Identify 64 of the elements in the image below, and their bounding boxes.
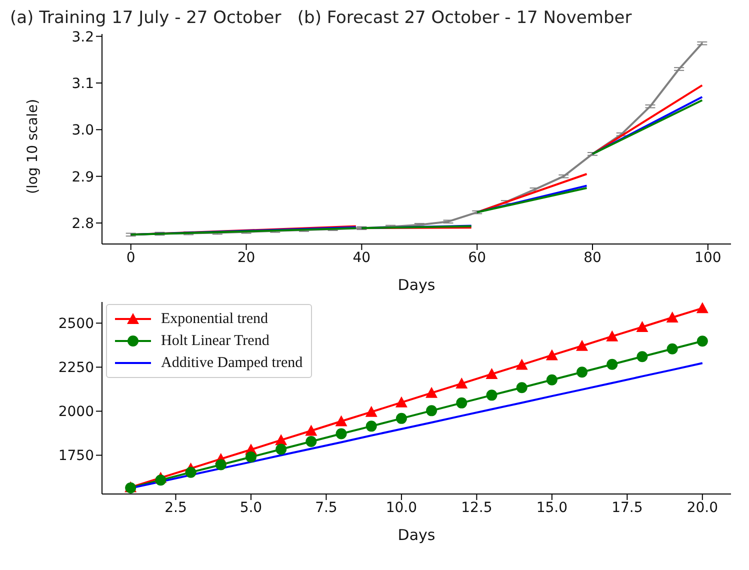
- point: [306, 436, 317, 448]
- x-tick-label: 10.0: [386, 500, 418, 516]
- point: [396, 412, 407, 424]
- point: [426, 405, 438, 416]
- chart-title: (a) Training 17 July - 27 October (b) Forecast 27 October - 17 November: [10, 8, 633, 28]
- x-tick-label: 80: [584, 250, 602, 266]
- point: [366, 420, 377, 432]
- point: [636, 351, 648, 362]
- x-axis-title: Days: [398, 526, 436, 544]
- point: [486, 368, 498, 380]
- y-tick-label: 2.8: [72, 216, 94, 232]
- point: [606, 330, 618, 342]
- point: [696, 336, 708, 347]
- point: [305, 424, 318, 436]
- legend-label: Exponential trend: [161, 310, 268, 328]
- point: [456, 378, 468, 389]
- point: [666, 312, 678, 322]
- point: [276, 444, 287, 455]
- point: [155, 474, 166, 486]
- x-tick-label: 12.5: [461, 500, 492, 516]
- point: [335, 415, 348, 426]
- point: [546, 374, 558, 386]
- point: [516, 358, 528, 370]
- y-axis-title: (log 10 scale): [24, 98, 41, 194]
- x-tick-label: 17.5: [612, 500, 643, 516]
- point: [365, 406, 378, 417]
- x-tick-label: 20.0: [686, 500, 718, 516]
- point: [336, 428, 347, 440]
- point: [456, 397, 468, 408]
- point: [426, 386, 438, 398]
- y-tick-label: 3.1: [72, 76, 94, 92]
- point: [576, 340, 588, 351]
- point: [546, 349, 558, 360]
- x-tick-label: 40: [352, 250, 371, 266]
- point: [185, 466, 196, 478]
- legend-label: Holt Linear Trend: [161, 332, 270, 350]
- x-tick-label: 60: [468, 250, 486, 266]
- x-tick-label: 5.0: [240, 500, 262, 516]
- point: [636, 321, 648, 332]
- point: [516, 382, 528, 394]
- point: [696, 302, 708, 314]
- point: [215, 459, 226, 470]
- y-tick-label: 3.0: [72, 122, 94, 139]
- point: [666, 343, 678, 354]
- x-tick-label: 7.5: [315, 500, 338, 516]
- x-tick-label: 2.5: [164, 500, 187, 516]
- point: [245, 452, 256, 463]
- y-tick-label: 2000: [58, 404, 94, 420]
- x-tick-label: 0: [126, 250, 136, 266]
- y-tick-label: 2.9: [72, 169, 94, 186]
- point: [576, 366, 588, 378]
- y-tick-label: 1750: [58, 448, 94, 464]
- x-tick-label: 20: [237, 250, 256, 266]
- point: [486, 390, 498, 401]
- y-tick-label: 3.2: [72, 29, 94, 46]
- x-tick-label: 100: [694, 250, 722, 266]
- y-tick-label: 2250: [58, 360, 94, 376]
- legend-label: Additive Damped trend: [161, 354, 303, 372]
- point: [395, 396, 408, 408]
- x-tick-label: 15.0: [536, 500, 568, 516]
- y-tick-label: 2500: [58, 316, 94, 332]
- x-axis-title: Days: [398, 276, 436, 294]
- point: [606, 358, 618, 370]
- point: [275, 434, 288, 446]
